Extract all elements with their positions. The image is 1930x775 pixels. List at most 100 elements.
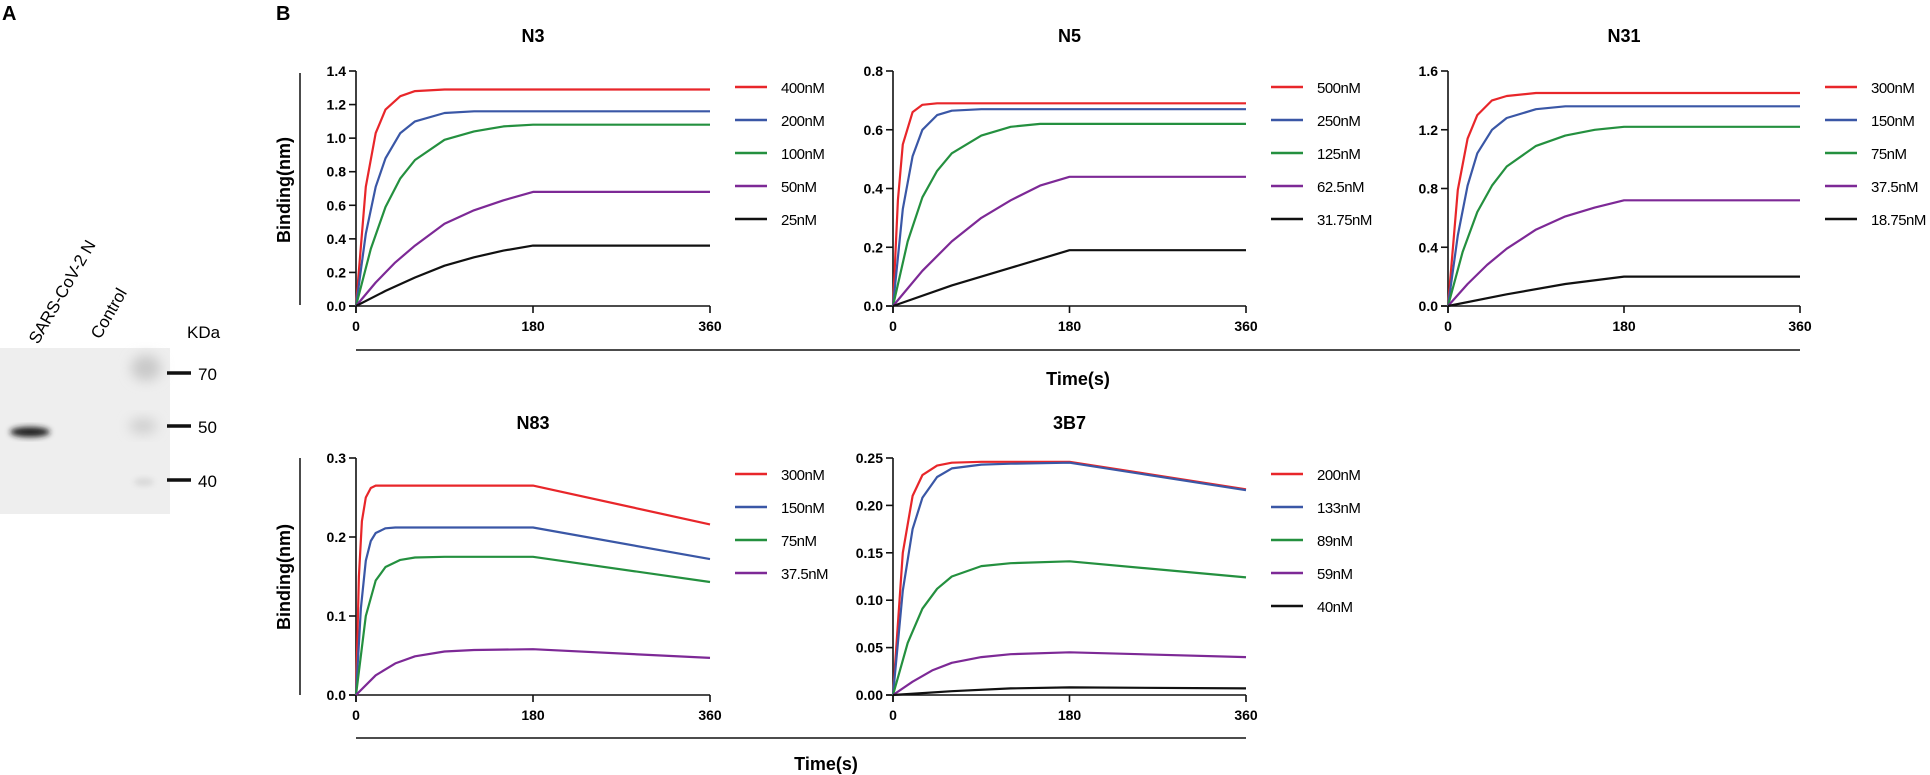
n5-series-62-5nm	[892, 175, 1246, 307]
n3-title: N3	[521, 26, 544, 46]
n31-series-150nm	[1446, 105, 1800, 307]
3b7-series-59nm	[892, 651, 1247, 696]
3b7-xtick-label: 180	[1058, 707, 1082, 723]
3b7-legend-label-40nm: 40nM	[1317, 599, 1353, 616]
n3-legend-label-200nm: 200nM	[781, 113, 824, 130]
3b7-ytick-label: 0.15	[856, 545, 883, 561]
n5-legend-label-62-5nm: 62.5nM	[1317, 179, 1364, 196]
n83-legend-label-75nm: 75nM	[781, 533, 817, 550]
n3-series-400nm	[354, 88, 710, 307]
n3-legend-label-100nm: 100nM	[781, 146, 824, 163]
3b7-series-89nm	[891, 560, 1247, 696]
n3-ytick-label: 0.6	[327, 197, 347, 213]
n31-xtick-label: 360	[1788, 318, 1812, 334]
n31-series-75nm	[1446, 125, 1800, 307]
chart-3b7: 3B7 0.00 0.05 0.10 0.15 0.20 0.25 0 180 360 200nM 1…	[856, 413, 1361, 723]
n31-series-300nm	[1446, 91, 1800, 307]
n5-legend-label-250nm: 250nM	[1317, 113, 1360, 130]
n3-ytick-label: 1.0	[327, 130, 347, 146]
3b7-legend-label-200nm: 200nM	[1317, 467, 1360, 484]
n3-series-100nm	[354, 123, 710, 307]
chart-n5: N5 0.0 0.2 0.4 0.6 0.8 0 180 360 500nM 250nM 125nM 6…	[864, 26, 1373, 334]
n5-xtick-label: 180	[1058, 318, 1082, 334]
marker-band-40	[134, 478, 154, 486]
n5-ytick-label: 0.4	[864, 181, 884, 197]
kda-unit-label: KDa	[187, 323, 221, 342]
n31-series-18-75nm	[1447, 275, 1800, 308]
n31-legend-label-37-5nm: 37.5nM	[1871, 179, 1918, 196]
panel-b-label: B	[276, 3, 290, 25]
marker-label-40: 40	[198, 472, 217, 491]
n3-ytick-label: 1.4	[327, 63, 347, 79]
n3-ytick-label: 0.0	[327, 298, 347, 314]
n5-ytick-label: 0.6	[864, 122, 884, 138]
n83-legend-label-150nm: 150nM	[781, 500, 824, 517]
chart-n83: N83 0.0 0.1 0.2 0.3 0 180 360 300nM 150nM 75nM 37.5…	[327, 413, 829, 723]
n3-xtick-label: 180	[521, 318, 545, 334]
n5-ytick-label: 0.8	[864, 63, 884, 79]
n5-series-500nm	[891, 102, 1246, 307]
marker-label-50: 50	[198, 418, 217, 437]
n83-xtick-label: 0	[352, 707, 360, 723]
n31-legend-label-18-75nm: 18.75nM	[1871, 212, 1926, 229]
n5-xtick-label: 0	[889, 318, 897, 334]
n31-xtick-label: 180	[1612, 318, 1636, 334]
n83-xtick-label: 180	[521, 707, 545, 723]
n3-legend-label-50nm: 50nM	[781, 179, 817, 196]
n5-legend-label-125nm: 125nM	[1317, 146, 1360, 163]
3b7-legend-label-89nm: 89nM	[1317, 533, 1353, 550]
3b7-ytick-label: 0.05	[856, 640, 883, 656]
n3-legend-label-400nm: 400nM	[781, 80, 824, 97]
chart-n3: N3 0.0 0.2 0.4 0.6 0.8 1.0 1.2 1.4 0 180 360 400nM 20…	[327, 26, 825, 334]
3b7-series-133nm	[891, 461, 1247, 696]
n83-ytick-label: 0.3	[327, 450, 347, 466]
marker-band-50	[129, 418, 157, 434]
n31-ytick-label: 1.6	[1419, 63, 1439, 79]
3b7-xtick-label: 360	[1234, 707, 1258, 723]
n83-series-75nm	[354, 555, 711, 696]
row2-ylabel: Binding(nm)	[274, 524, 294, 630]
n3-ytick-label: 0.8	[327, 164, 347, 180]
3b7-legend-label-59nm: 59nM	[1317, 566, 1353, 583]
3b7-ytick-label: 0.10	[856, 592, 883, 608]
chart-n31: N31 0.0 0.4 0.8 1.2 1.6 0 180 360 300nM 150nM 75nM 3…	[1419, 26, 1927, 334]
panel-a-label: A	[2, 3, 16, 25]
n5-series-31-75nm	[892, 249, 1246, 308]
n3-series-25nm	[355, 244, 710, 307]
n3-ytick-label: 1.2	[327, 97, 347, 113]
n5-legend-label-31-75nm: 31.75nM	[1317, 212, 1372, 229]
n5-ytick-label: 0.2	[864, 239, 884, 255]
n3-series-200nm	[354, 110, 710, 307]
n83-series-150nm	[354, 526, 711, 696]
n83-legend-label-300nm: 300nM	[781, 467, 824, 484]
3b7-ytick-label: 0.00	[856, 687, 883, 703]
n83-ytick-label: 0.2	[327, 529, 347, 545]
lane-label-control: Control	[87, 285, 131, 342]
3b7-ytick-label: 0.20	[856, 497, 883, 513]
marker-band-70	[131, 355, 161, 381]
n3-ytick-label: 0.4	[327, 231, 347, 247]
n5-ytick-label: 0.0	[864, 298, 884, 314]
n5-xtick-label: 360	[1234, 318, 1258, 334]
n83-title: N83	[516, 413, 549, 433]
n3-xtick-label: 0	[352, 318, 360, 334]
n31-ytick-label: 1.2	[1419, 122, 1439, 138]
n31-series-37-5nm	[1447, 199, 1800, 307]
n83-series-37-5nm	[355, 648, 711, 696]
western-blot-panel: SARS-CoV-2 N Control KDa 70 50 40	[0, 237, 221, 514]
row2-xlabel: Time(s)	[794, 754, 858, 774]
3b7-ytick-label: 0.25	[856, 450, 883, 466]
n3-xtick-label: 360	[698, 318, 722, 334]
3b7-legend-label-133nm: 133nM	[1317, 500, 1360, 517]
n3-ytick-label: 0.2	[327, 264, 347, 280]
n83-ytick-label: 0.0	[327, 687, 347, 703]
n31-legend-label-150nm: 150nM	[1871, 113, 1914, 130]
n83-xtick-label: 360	[698, 707, 722, 723]
n5-title: N5	[1058, 26, 1081, 46]
n83-series-300nm	[354, 484, 711, 696]
3b7-xtick-label: 0	[889, 707, 897, 723]
row1-ylabel: Binding(nm)	[274, 137, 294, 243]
sars-cov-2-n-band	[10, 427, 50, 437]
n5-series-125nm	[891, 122, 1246, 307]
